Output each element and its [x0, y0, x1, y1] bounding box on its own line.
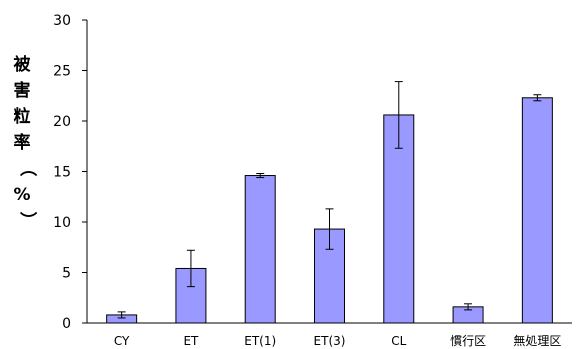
- x-tick-label-5: 慣行区: [450, 333, 486, 348]
- y-axis: 0 5 10 15 20 25 30: [53, 13, 88, 332]
- y-tick-label: 25: [53, 64, 71, 80]
- y-axis-label-char: 被: [14, 54, 31, 75]
- bar-6: [521, 97, 553, 324]
- x-tick-label-6: 無処理区: [513, 333, 561, 348]
- bar-2: [244, 175, 276, 324]
- bar-4: [383, 114, 415, 324]
- y-axis-label-char: （: [17, 160, 38, 177]
- y-axis-label-char: 粒: [14, 106, 31, 127]
- y-tick-label: 0: [62, 316, 71, 332]
- y-tick-label: 20: [53, 114, 71, 130]
- y-axis-label-char: 率: [14, 132, 31, 153]
- y-tick-label: 15: [53, 165, 71, 181]
- y-axis-label-char: ）: [17, 212, 38, 229]
- y-axis-label-char: 害: [14, 80, 31, 101]
- x-tick-label-0: CY: [114, 334, 130, 348]
- x-tick-label-1: ET: [183, 334, 199, 348]
- y-tick-label: 5: [62, 266, 71, 282]
- y-tick-label: 10: [53, 215, 71, 231]
- x-tick-label-4: CL: [391, 334, 406, 348]
- error-bars: [117, 81, 542, 319]
- x-tick-label-3: ET(3): [314, 334, 346, 348]
- x-tick-label-2: ET(1): [244, 334, 276, 348]
- y-axis-label-char: %: [13, 185, 30, 205]
- x-axis: CY ET ET(1) ET(3) CL 慣行区 無処理区: [87, 322, 572, 348]
- bars: [106, 97, 553, 324]
- y-tick-label: 30: [53, 13, 71, 29]
